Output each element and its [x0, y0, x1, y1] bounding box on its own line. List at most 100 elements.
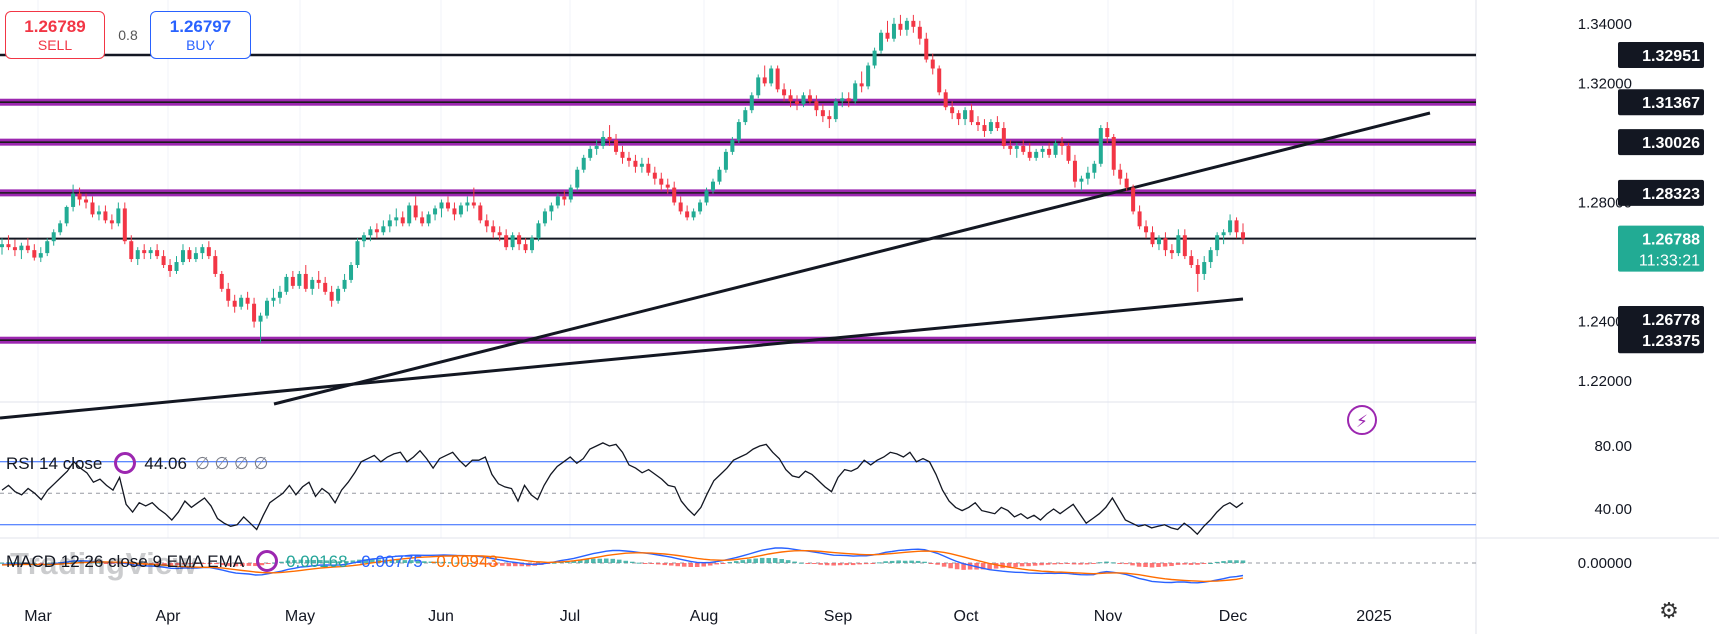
candle-body	[271, 297, 276, 301]
candle-body	[1105, 128, 1110, 137]
macd-histogram-bar	[590, 558, 596, 563]
time-axis-label: Dec	[1219, 608, 1247, 625]
candle-body	[426, 214, 431, 224]
candle-body	[219, 273, 224, 289]
trend-price-tag-bg	[1618, 306, 1704, 332]
macd-histogram-bar	[1104, 561, 1109, 563]
candle-body	[510, 235, 515, 248]
macd-histogram-bar	[1227, 560, 1233, 563]
candle-body	[497, 232, 502, 236]
candle-body	[1053, 142, 1058, 155]
candle-body	[549, 205, 554, 212]
candle-body	[355, 241, 360, 266]
macd-histogram-bar	[961, 563, 966, 570]
macd-histogram-bar	[337, 561, 343, 563]
candle-body	[329, 291, 334, 301]
macd-line-value: -0.00775	[355, 552, 423, 572]
candle-body	[807, 95, 812, 102]
candle-body	[723, 151, 728, 170]
candle-body	[103, 211, 108, 221]
macd-histogram-bar	[772, 558, 778, 563]
candle-body	[1079, 178, 1084, 182]
chart-axes: 80.0040.000.000001.340001.320001.280001.…	[24, 16, 1632, 625]
candle-body	[38, 253, 43, 258]
rsi-pane	[0, 442, 1476, 536]
macd-histogram-bar	[480, 563, 486, 564]
candle-body	[142, 250, 147, 254]
candle-body	[833, 101, 838, 120]
candle-body	[665, 184, 670, 188]
trend-line-lower	[0, 297, 1244, 420]
macd-histogram-bar	[733, 561, 739, 563]
macd-histogram-bar	[168, 563, 174, 566]
candle-body	[846, 98, 851, 102]
macd-histogram-bar	[837, 563, 843, 566]
candle-body	[303, 273, 308, 289]
candle-body	[84, 199, 89, 203]
candle-body	[148, 250, 153, 254]
candle-body	[407, 205, 412, 224]
candle-body	[749, 95, 754, 111]
candle-body	[575, 169, 580, 188]
macd-legend[interactable]: MACD 12 26 close 9 EMA EMA 0.00168 -0.0077…	[6, 550, 506, 574]
candle-body	[872, 50, 877, 66]
candle-body	[400, 217, 405, 224]
candle-body	[200, 247, 205, 254]
candle-body	[439, 202, 444, 209]
macd-histogram-bar	[1208, 563, 1213, 564]
candle-body	[0, 244, 5, 248]
candle-body	[232, 300, 237, 307]
macd-histogram-bar	[1162, 563, 1168, 567]
candle-body	[924, 38, 929, 60]
macd-signal-value: -0.00943	[430, 552, 498, 572]
candle-body	[168, 265, 173, 271]
settings-gear-icon[interactable]: ⚙	[1659, 598, 1679, 623]
macd-histogram-bar	[662, 563, 668, 566]
candle-body	[827, 116, 832, 120]
macd-histogram-bar	[324, 560, 330, 563]
rsi-value: 44.06	[144, 454, 187, 474]
candle-body	[530, 238, 535, 251]
macd-histogram-bar	[1058, 563, 1064, 565]
level-price-tag-bg	[1618, 89, 1704, 116]
macd-histogram-bar	[779, 559, 784, 563]
time-axis-label: Mar	[24, 608, 52, 625]
candle-body	[471, 202, 476, 206]
macd-histogram-bar	[97, 562, 102, 564]
candle-body	[174, 262, 179, 271]
candle-body	[866, 65, 871, 87]
candle-body	[413, 205, 418, 218]
candle-body	[1150, 232, 1155, 245]
buy-button[interactable]: 1.26797 BUY	[150, 11, 251, 59]
lightning-icon	[1347, 405, 1377, 435]
macd-histogram-bar	[110, 563, 115, 564]
macd-histogram-bar	[1234, 560, 1239, 563]
macd-histogram-bar	[415, 560, 421, 563]
time-axis-label: Aug	[690, 608, 718, 625]
candle-body	[239, 297, 244, 307]
macd-histogram-bar	[707, 563, 713, 566]
candle-body	[213, 256, 218, 274]
macd-histogram-bar	[922, 561, 927, 563]
sell-button[interactable]: 1.26789 SELL	[5, 11, 105, 59]
candle-body	[478, 205, 483, 221]
candle-body	[1040, 148, 1045, 152]
candle-body	[90, 202, 95, 215]
candle-body	[1072, 160, 1077, 182]
macd-histogram-bar	[487, 563, 492, 565]
candle-body	[452, 208, 457, 215]
candle-body	[265, 300, 270, 316]
candle-body	[736, 122, 741, 140]
candle-body	[1118, 169, 1123, 179]
macd-histogram-bar	[103, 563, 109, 564]
rsi-name: RSI 14 close	[6, 454, 103, 474]
macd-histogram-bar	[1039, 563, 1044, 566]
rsi-legend[interactable]: RSI 14 close 44.06 ∅ ∅ ∅ ∅	[6, 452, 276, 476]
candle-body	[1215, 235, 1220, 251]
candle-body	[911, 20, 916, 27]
macd-histogram-bar	[1091, 563, 1096, 564]
macd-histogram-bar	[116, 563, 122, 564]
macd-histogram-bar	[396, 559, 401, 563]
